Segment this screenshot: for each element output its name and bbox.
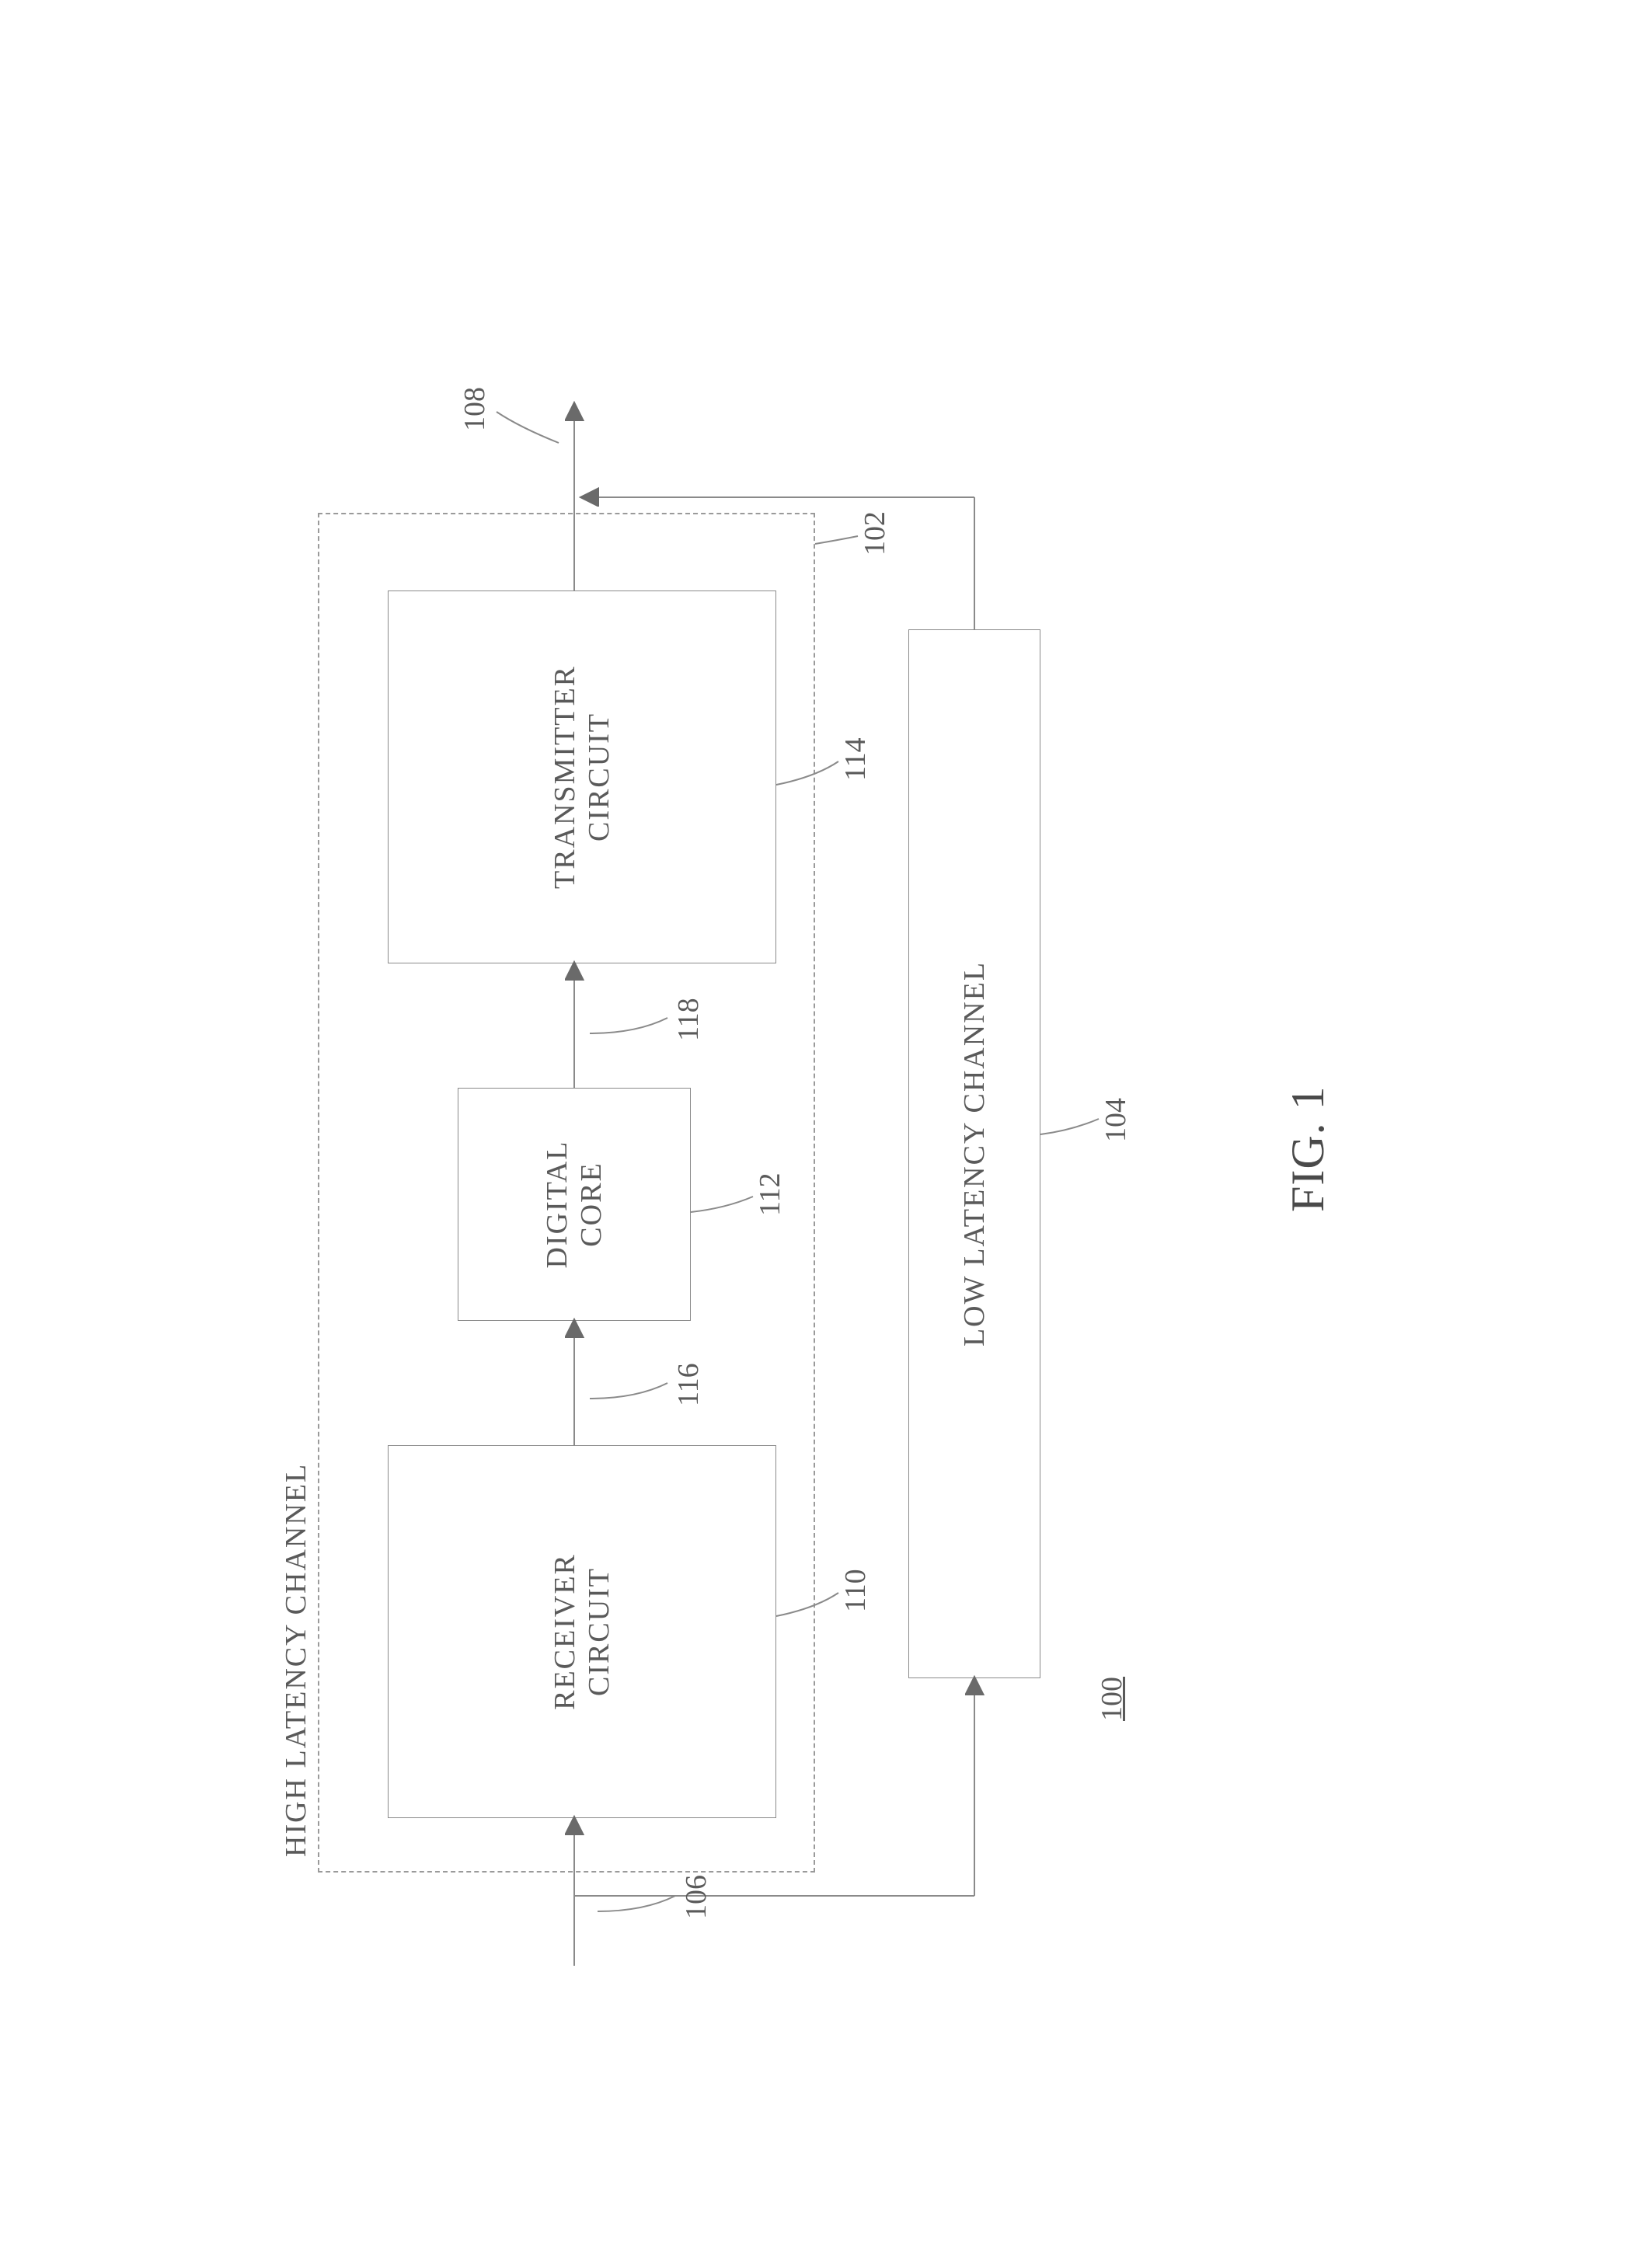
ref-110: 110	[838, 1569, 873, 1612]
ref-112: 112	[753, 1172, 787, 1216]
figure-caption: FIG. 1	[1281, 1085, 1335, 1212]
transmitter-label-line1: TRANSMITTER	[548, 665, 582, 889]
ref-100: 100	[1095, 1677, 1129, 1721]
ref-114: 114	[838, 737, 873, 781]
receiver-circuit-box: RECEIVER CIRCUIT	[388, 1445, 776, 1818]
high-latency-channel-label: HIGH LATENCY CHANNEL	[279, 1462, 313, 1856]
low-latency-channel-box: LOW LATENCY CHANNEL	[908, 629, 1040, 1678]
transmitter-label-line2: CIRCUIT	[582, 712, 616, 841]
digital-core-box: DIGITAL CORE	[458, 1088, 691, 1321]
ref-102: 102	[858, 511, 892, 556]
receiver-label-line2: CIRCUIT	[582, 1567, 616, 1696]
receiver-label-line1: RECEIVER	[548, 1553, 582, 1710]
digital-core-label-line2: CORE	[574, 1162, 608, 1246]
ref-108: 108	[458, 387, 492, 431]
ref-106: 106	[679, 1875, 713, 1919]
ref-118: 118	[671, 998, 706, 1041]
page: HIGH LATENCY CHANNEL RECEIVER CIRCUIT DI…	[0, 0, 1645, 2268]
diagram-container: HIGH LATENCY CHANNEL RECEIVER CIRCUIT DI…	[162, 241, 1483, 2028]
transmitter-circuit-box: TRANSMITTER CIRCUIT	[388, 591, 776, 963]
digital-core-label-line1: DIGITAL	[540, 1140, 574, 1268]
ref-104: 104	[1099, 1098, 1133, 1142]
ref-116: 116	[671, 1363, 706, 1406]
low-latency-channel-label: LOW LATENCY CHANNEL	[957, 960, 992, 1346]
